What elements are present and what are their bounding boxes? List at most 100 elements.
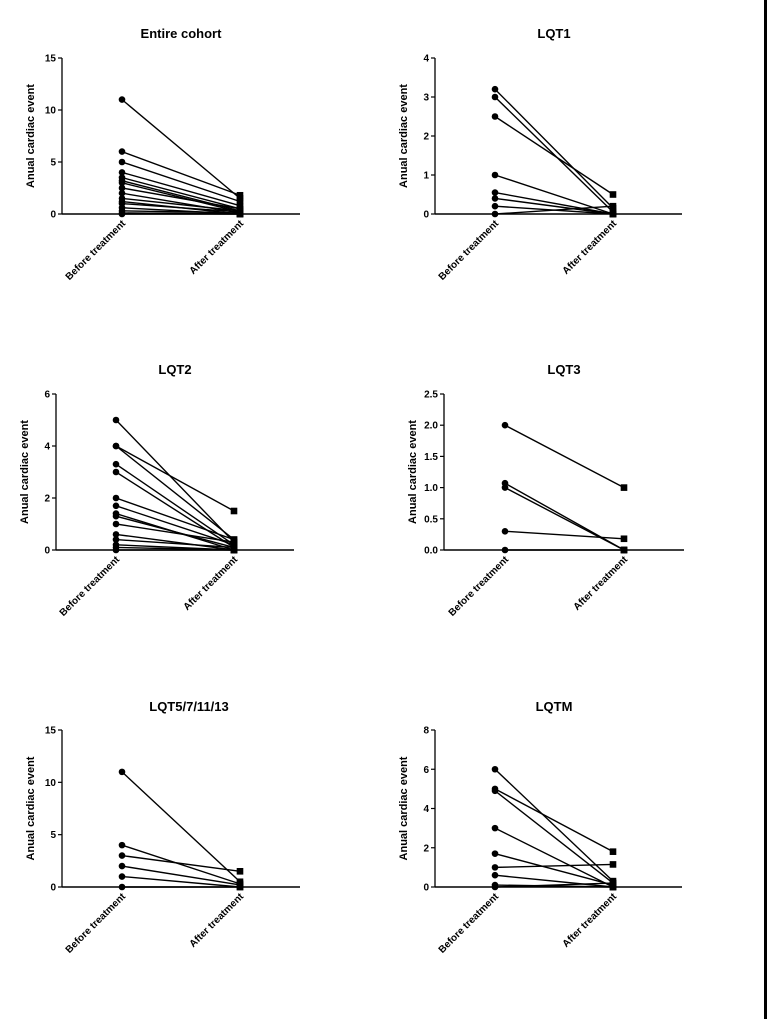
y-tick-label: 1.0 [424,483,438,494]
series-line [494,882,614,888]
series-line [494,790,614,884]
before-point [118,184,126,192]
y-tick-label: 2.5 [424,390,438,401]
before-point [501,421,509,429]
before-point [118,158,126,166]
y-tick-label: 1.5 [424,452,438,463]
series-line [115,523,235,543]
after-point [230,538,238,546]
chart-panel-2: LQT1 Anual cardiac event 0 1 2 3 4 Before treat… [398,26,682,283]
x-category-label-before: Before treatment [437,218,502,283]
series-line [121,844,241,885]
chart-panel-3: LQT2 Anual cardiac event 0 2 4 6 Before treatm… [19,362,294,619]
series-line [115,419,235,543]
series-line [494,197,614,215]
before-point [501,484,509,491]
before-point [491,765,499,773]
y-tick-label: 0 [50,210,56,221]
series-line [121,161,241,203]
before-point [118,862,126,870]
before-point [118,96,126,103]
before-point [491,171,499,179]
y-tick-label: 8 [423,726,429,737]
chart-title: LQT1 [537,26,570,41]
series-line [494,852,614,886]
series-line [494,863,614,869]
x-category-label-before: Before treatment [64,891,129,956]
series-line [121,210,241,214]
x-category-label-after: After treatment [188,891,247,950]
y-tick-label: 10 [45,106,57,117]
series-line [494,191,614,215]
y-tick-label: 0 [50,883,56,894]
before-point [112,494,120,502]
y-tick-label: 2 [423,132,429,143]
chart-panel-4: LQT3 Anual cardiac event 0.0 0.5 1.0 1.5 2.0 2.… [407,362,684,619]
chart-panel-5: LQT5/7/11/13 Anual cardiac event 0 5 10 15 Bef… [25,699,300,956]
y-tick-label: 15 [45,54,57,65]
series-line [121,99,241,199]
x-category-label-after: After treatment [188,218,247,277]
series-line [121,176,241,210]
before-point [491,787,499,795]
before-point [118,169,126,176]
x-category-label-before: Before treatment [437,891,502,956]
y-tick-label: 4 [44,442,50,453]
x-category-label-before: Before treatment [447,554,512,619]
x-category-label-before: Before treatment [58,554,123,619]
y-tick-label: 0.5 [424,514,438,525]
y-tick-label: 6 [44,390,50,401]
chart-title: Entire cohort [141,26,223,41]
after-point [620,484,628,491]
y-tick-label: 10 [45,778,57,789]
before-point [112,416,120,424]
y-axis-label: Anual cardiac event [25,756,37,860]
series-line [494,96,614,213]
after-point [620,535,628,543]
before-point [112,536,120,543]
series-line [115,445,235,512]
after-point [230,507,238,515]
before-point [112,468,120,476]
after-point [236,210,244,218]
series-line [115,463,235,546]
before-point [491,195,499,202]
series-line [115,538,235,549]
series-line [121,192,241,214]
y-tick-label: 2.0 [424,421,438,432]
chart-title: LQT2 [158,362,191,377]
series-line [121,187,241,210]
series-line [504,530,625,540]
chart-title: LQTM [536,699,573,714]
y-axis-label: Anual cardiac event [398,84,410,188]
after-point [609,879,617,887]
series-line [504,424,625,489]
y-tick-label: 5 [50,158,56,169]
after-point [236,868,244,875]
before-point [501,546,509,554]
after-point [609,191,617,198]
series-line [121,171,241,207]
y-axis-label: Anual cardiac event [25,84,37,188]
before-point [118,210,126,218]
before-point [118,841,126,849]
series-line [494,88,614,209]
series-line [494,874,614,888]
before-point [118,852,126,859]
before-point [118,883,126,891]
series-line [115,471,235,548]
y-tick-label: 4 [423,54,429,65]
after-point [609,883,617,891]
before-point [491,850,499,857]
after-point [620,546,628,554]
after-point [609,848,617,855]
after-point [236,883,244,891]
before-point [118,148,126,155]
series-line [115,505,235,546]
before-point [112,512,120,520]
before-point [118,179,126,187]
before-point [118,189,126,197]
y-axis-label: Anual cardiac event [398,756,410,860]
series-line [115,497,235,541]
chart-panel-6: LQTM Anual cardiac event 0 2 4 6 8 Before treat… [398,699,682,956]
